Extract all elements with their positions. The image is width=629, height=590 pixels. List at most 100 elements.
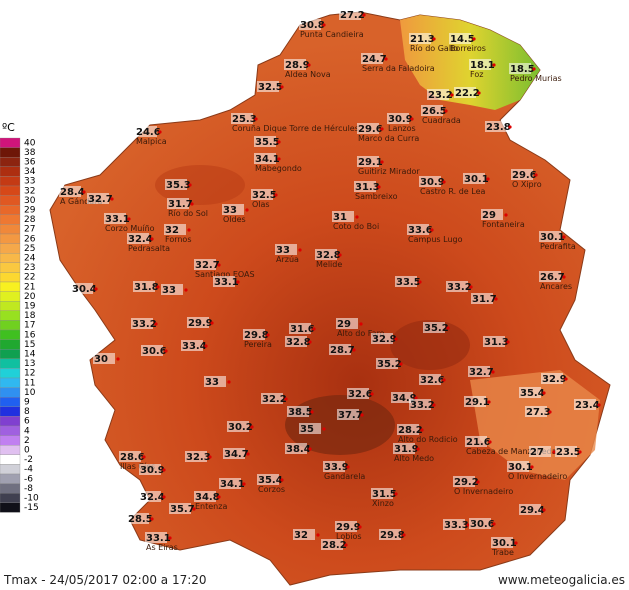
station-label-box [181,340,203,351]
station: 30.1 [463,173,490,185]
station-label-box [387,113,409,124]
station-name: Pereira [244,340,272,349]
station-dot [494,297,498,301]
station-dot [578,450,582,454]
station-dot [504,213,508,217]
station-name: Gandarela [324,472,365,481]
station-dot [94,287,98,291]
station-dot [298,248,302,252]
station: 32.4 [139,491,166,503]
station-temp: 33.1 [105,214,130,225]
legend-label: 40 [24,138,36,148]
legend-swatch [0,454,21,465]
station-temp: 23.5 [556,447,581,458]
station-temp: 33.5 [396,277,421,288]
legend-swatch [0,320,21,331]
station-temp: 33.3 [444,520,469,531]
station-temp: 29.2 [454,477,479,488]
caption: Tmax - 24/05/2017 02:00 a 17:20 [3,573,207,587]
station-dot [242,482,246,486]
station-temp: 29.4 [520,505,545,516]
station-name: Entenza [195,502,227,511]
station: 33 [204,376,231,388]
station-dot [254,117,258,121]
station-label-box [231,113,253,124]
station: 32.6 [347,388,374,400]
station-dot [110,197,114,201]
legend-label: 26 [24,234,36,244]
legend-swatch [0,368,21,379]
legend-label: 25 [24,244,35,254]
station-dot [380,160,384,164]
station-dot [418,280,422,284]
station-temp: 32.9 [542,374,567,385]
station-temp: 33.2 [410,400,435,411]
station-temp: 38.4 [286,444,311,455]
station-temp: 31.6 [290,324,315,335]
station: 33.2 [446,281,473,293]
station-name: Santiago EOAS [195,270,255,279]
station-temp: 35.2 [377,359,402,370]
station-label-box [465,436,487,447]
station-temp: 32 [165,225,179,236]
station-label-box [335,521,357,532]
station-temp: 37.7 [338,410,363,421]
station-name: Lobios [336,532,362,541]
station-temp: 31.7 [472,294,497,305]
legend-swatch [0,157,21,167]
legend-swatch [0,435,21,446]
station-temp: 23.4 [575,400,600,411]
station-label-box [446,281,468,292]
station-label-box [254,153,276,164]
station-dot [245,208,249,212]
station-dot [208,455,212,459]
station-temp: 29.6 [358,124,383,135]
station-dot [150,237,154,241]
station-name: Coto do Boi [333,222,379,231]
legend-label: 17 [24,321,35,331]
legend-swatch [0,397,21,407]
station-name: Alto do Faro [337,329,385,338]
station-dot [532,67,536,71]
legend-swatch [0,493,21,503]
station-temp: 27.3 [526,407,551,418]
station-dot [284,397,288,401]
station-name: Pedrafita [540,242,576,251]
legend-label: 23 [24,263,35,273]
station-label-box [361,53,383,64]
station-dot [164,349,168,353]
station-label-box [491,537,513,548]
station-label-box [323,461,345,472]
legend-label: -6 [24,474,33,484]
station-temp: 29 [482,210,496,221]
station-dot [534,173,538,177]
station-temp: 35.2 [424,323,449,334]
station: 23.8 [485,121,512,133]
station-label-box [519,504,541,515]
legend-label: 30 [24,196,36,206]
station: 28.7 [329,344,356,356]
station-temp: 32.4 [128,234,153,245]
station-temp: 32.5 [252,190,277,201]
station-temp: 34.8 [195,492,220,503]
station-dot [430,228,434,232]
station-temp: 32.7 [195,260,220,271]
station-temp: 23.8 [486,122,511,133]
station-label-box [395,276,417,287]
station-temp: 29 [337,319,351,330]
station: 33.4 [181,340,208,352]
station-dot [210,321,214,325]
station-dot [322,23,326,27]
station-label-box [71,283,93,294]
station-temp: 33.1 [214,277,239,288]
station-label-box [519,387,541,398]
station-label-box [93,353,115,364]
